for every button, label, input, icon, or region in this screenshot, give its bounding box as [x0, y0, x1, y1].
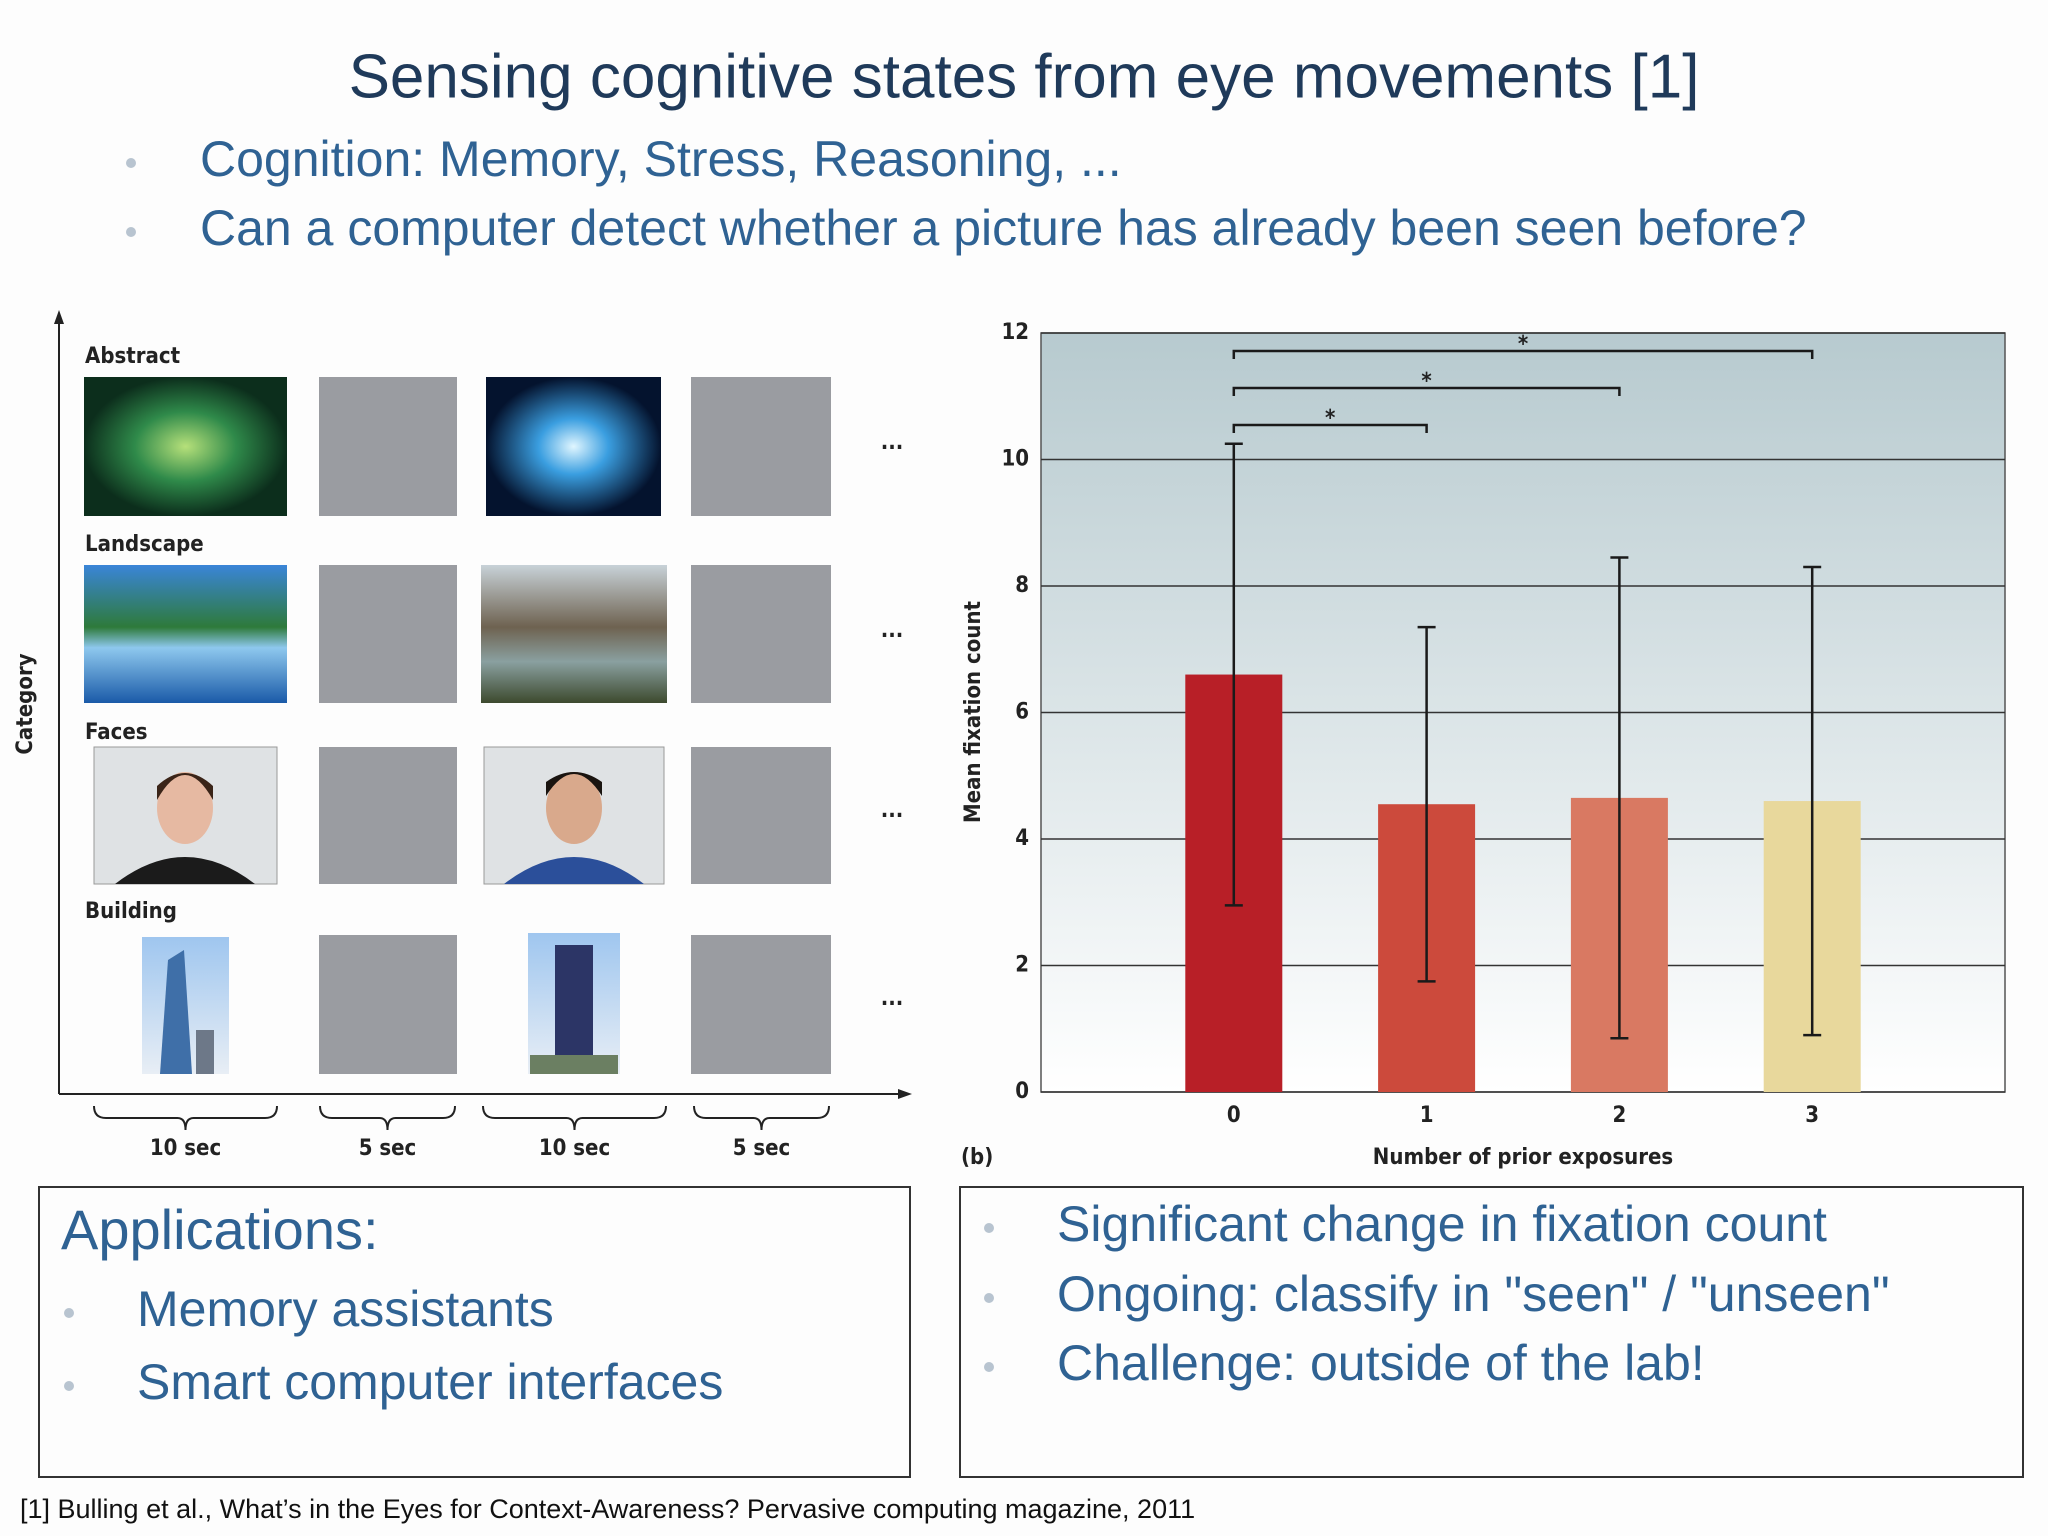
- bullet-dot: [984, 1223, 994, 1233]
- brace: [93, 1105, 278, 1131]
- brace: [482, 1105, 667, 1131]
- y-tick-label: 8: [1015, 573, 1029, 598]
- bullet-dot: [126, 158, 136, 168]
- category-label: Faces: [85, 720, 148, 745]
- hair: [546, 772, 602, 796]
- bullet-dot: [126, 227, 136, 237]
- picture: [84, 377, 287, 516]
- slide-title: Sensing cognitive states from eye moveme…: [349, 42, 1700, 111]
- error-bar: [1803, 565, 1822, 1037]
- hair: [157, 773, 213, 800]
- box-title: Applications:: [61, 1198, 379, 1261]
- significance-label: *: [1518, 332, 1528, 357]
- x-tick-label: 1: [1420, 1103, 1434, 1128]
- brace: [693, 1105, 830, 1131]
- ground: [530, 1055, 618, 1074]
- bullet-dot: [64, 1308, 74, 1318]
- x-tick-label: 3: [1805, 1103, 1819, 1128]
- bullet-text: Cognition: Memory, Stress, Reasoning, ..…: [200, 131, 1122, 187]
- significance-label: *: [1325, 406, 1335, 431]
- bullet-text: Smart computer interfaces: [137, 1354, 723, 1410]
- findings-box: [959, 1186, 2024, 1478]
- arrow-head: [54, 310, 64, 324]
- y-tick-label: 12: [1001, 320, 1029, 345]
- blank-frame: [319, 935, 457, 1074]
- body: [504, 857, 644, 884]
- brace: [319, 1105, 456, 1131]
- applications-box: [38, 1186, 911, 1478]
- figure-a: Category Abstract Landscape Faces Buildi…: [13, 310, 912, 1161]
- bullet-dot: [64, 1381, 74, 1391]
- blank-frames: [319, 377, 831, 1074]
- category-label: Abstract: [85, 344, 181, 369]
- significance-bracket: [1232, 349, 1814, 359]
- body: [115, 857, 255, 884]
- picture: [84, 565, 287, 703]
- blank-frame: [691, 747, 831, 884]
- significance-label: *: [1421, 369, 1431, 394]
- reference: [1] Bulling et al., What’s in the Eyes f…: [20, 1494, 1195, 1524]
- blank-frame: [691, 565, 831, 703]
- bullet-dot: [984, 1293, 994, 1303]
- bullet-text: Memory assistants: [137, 1281, 554, 1337]
- building: [160, 950, 192, 1074]
- picture: [481, 565, 667, 703]
- bullet-text: Can a computer detect whether a picture …: [200, 200, 1807, 256]
- ellipsis: ...: [881, 430, 904, 455]
- y-tick-label: 6: [1015, 700, 1029, 725]
- blank-frame: [319, 747, 457, 884]
- arrow-head: [898, 1089, 912, 1099]
- duration-label: 5 sec: [359, 1136, 417, 1161]
- duration-label: 10 sec: [150, 1136, 221, 1161]
- significance-bracket: [1232, 386, 1621, 396]
- error-bar: [1224, 442, 1243, 907]
- y-axis-label: Mean fixation count: [961, 600, 986, 823]
- picture: [486, 377, 661, 516]
- x-axis-label: Number of prior exposures: [1373, 1145, 1673, 1170]
- braces: [93, 1105, 830, 1131]
- ellipsis: ...: [881, 798, 904, 823]
- blank-frame: [691, 935, 831, 1074]
- blank-frame: [319, 377, 457, 516]
- axis-label: Category: [13, 653, 38, 754]
- error-bar: [1610, 556, 1629, 1040]
- face: [157, 772, 213, 844]
- error-bar: [1417, 625, 1436, 983]
- x-tick-label: 2: [1613, 1103, 1627, 1128]
- y-tick-label: 2: [1015, 953, 1029, 978]
- duration-label: 10 sec: [539, 1136, 610, 1161]
- bullet-dot: [984, 1362, 994, 1372]
- building: [196, 1030, 214, 1074]
- duration-label: 5 sec: [733, 1136, 791, 1161]
- blank-frame: [319, 565, 457, 703]
- ellipsis: ...: [881, 618, 904, 643]
- y-tick-label: 0: [1015, 1079, 1029, 1104]
- significance-bracket: [1232, 423, 1428, 433]
- bullet-text: Challenge: outside of the lab!: [1057, 1335, 1705, 1391]
- building: [555, 945, 593, 1060]
- y-tick-label: 4: [1015, 826, 1029, 851]
- y-tick-label: 10: [1001, 447, 1029, 472]
- face: [546, 772, 602, 844]
- blank-frame: [691, 377, 831, 516]
- category-label: Landscape: [85, 532, 204, 557]
- category-label: Building: [85, 899, 177, 924]
- panel-label: (b): [961, 1145, 993, 1170]
- bullet-text: Ongoing: classify in "seen" / "unseen": [1057, 1266, 1890, 1322]
- x-tick-label: 0: [1227, 1103, 1241, 1128]
- bullet-text: Significant change in fixation count: [1057, 1196, 1827, 1252]
- ellipsis: ...: [881, 986, 904, 1011]
